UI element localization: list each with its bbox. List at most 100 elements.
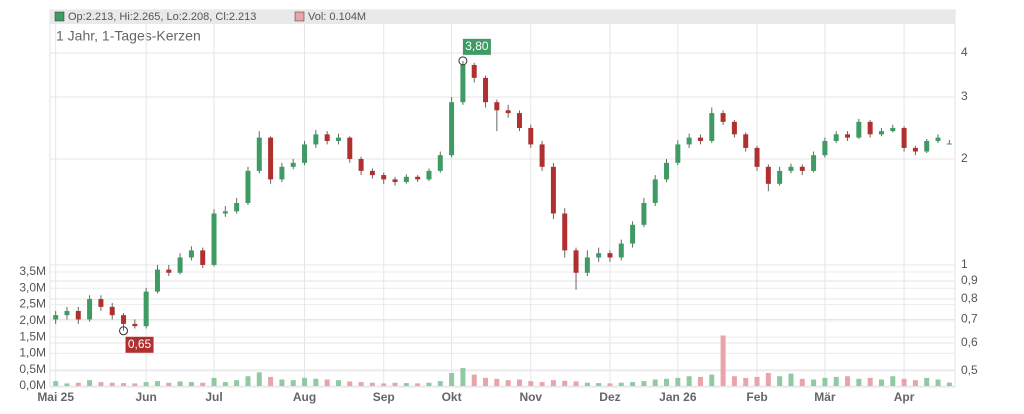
- volume-bar: [731, 376, 737, 386]
- volume-bar: [302, 377, 308, 386]
- volume-bar: [777, 376, 783, 386]
- candle-body: [652, 179, 658, 203]
- chart-title: 1 Jahr, 1-Tages-Kerzen: [56, 28, 201, 44]
- volume-bar: [494, 378, 500, 386]
- volume-bar: [856, 378, 862, 386]
- candle-body: [132, 323, 138, 327]
- volume-bar: [946, 382, 952, 386]
- volume-bar: [584, 382, 590, 386]
- volume-bar: [528, 381, 534, 386]
- volume-bar: [664, 378, 670, 386]
- candle-body: [75, 310, 81, 320]
- volume-bar: [630, 382, 636, 386]
- volume-bar: [188, 382, 194, 386]
- volume-bar: [369, 382, 375, 386]
- volume-bar: [347, 381, 353, 386]
- volume-bar: [211, 377, 217, 386]
- candle-body: [743, 134, 749, 148]
- candle-body: [234, 202, 240, 212]
- volume-bar: [878, 379, 884, 386]
- volume-bar: [901, 378, 907, 386]
- candle-body: [483, 77, 489, 103]
- candle-body: [686, 137, 692, 145]
- y2-tick-label: 1,5M: [19, 329, 46, 343]
- x-tick-label: Aug: [293, 390, 316, 404]
- volume-bar: [234, 380, 240, 386]
- x-tick-label: Jul: [205, 390, 222, 404]
- volume-bar: [154, 381, 160, 386]
- candle-body: [290, 162, 296, 167]
- candle-body: [200, 250, 206, 265]
- candle-body: [550, 166, 556, 214]
- x-tick-label: Okt: [442, 390, 462, 404]
- x-tick-label: Dez: [599, 390, 620, 404]
- volume-bar: [290, 380, 296, 386]
- candle-body: [641, 202, 647, 225]
- candle-body: [302, 144, 308, 163]
- volume-bar: [64, 383, 70, 386]
- candle-body: [415, 176, 421, 180]
- candle-body: [505, 110, 511, 114]
- candle-body: [211, 213, 217, 265]
- y2-tick-label: 1,0M: [19, 346, 46, 360]
- candle-body: [268, 137, 274, 180]
- volume-bar: [449, 372, 455, 386]
- y2-tick-label: 3,5M: [19, 264, 46, 278]
- volume-bar: [562, 380, 568, 386]
- volume-bar: [256, 372, 262, 386]
- volume-bar: [177, 381, 183, 386]
- x-tick-label: Mai 25: [37, 390, 74, 404]
- candle-body: [890, 127, 896, 132]
- candle-body: [516, 113, 522, 128]
- candle-body: [121, 315, 127, 324]
- volume-bar: [811, 379, 817, 386]
- volume-bar: [550, 380, 556, 386]
- candle-body: [449, 102, 455, 156]
- candle-body: [98, 299, 104, 307]
- candle-body: [64, 310, 70, 316]
- candle-body: [87, 299, 93, 320]
- volume-bar: [200, 382, 206, 386]
- candle-body: [765, 166, 771, 184]
- volume-bar: [358, 382, 364, 386]
- candle-body: [901, 127, 907, 148]
- candle-body: [528, 127, 534, 145]
- volume-bar: [539, 382, 545, 386]
- volume-bar: [867, 377, 873, 386]
- candle-body: [867, 121, 873, 135]
- candle-body: [584, 257, 590, 273]
- volume-bar: [109, 382, 115, 386]
- candle-body: [494, 102, 500, 111]
- volume-bar: [799, 378, 805, 386]
- candle-body: [833, 134, 839, 141]
- y2-tick-label: 2,5M: [19, 297, 46, 311]
- candle-body: [437, 155, 443, 171]
- candle-body: [946, 143, 952, 145]
- candle-body: [912, 147, 918, 152]
- y-tick-label: 1: [961, 257, 968, 271]
- volume-bar: [392, 382, 398, 386]
- candle-body: [471, 64, 477, 78]
- volume-bar: [132, 383, 138, 386]
- candle-body: [177, 257, 183, 273]
- x-tick-label: Apr: [894, 390, 915, 404]
- candle-body: [720, 113, 726, 122]
- volume-bar: [245, 376, 251, 386]
- volume-bar: [890, 376, 896, 386]
- volume-bar: [166, 382, 172, 386]
- volume-bar: [822, 377, 828, 386]
- legend-swatch: [294, 11, 305, 22]
- candle-body: [426, 170, 432, 180]
- volume-bar: [641, 381, 647, 386]
- volume-bar: [279, 379, 285, 386]
- volume-bar: [483, 377, 489, 386]
- x-tick-label: Feb: [746, 390, 767, 404]
- candle-body: [279, 166, 285, 180]
- candle-body: [811, 155, 817, 171]
- volume-bar: [765, 372, 771, 386]
- candle-body: [154, 269, 160, 292]
- low-label-box: [125, 336, 154, 353]
- y2-tick-label: 2,0M: [19, 313, 46, 327]
- candle-body: [381, 175, 387, 180]
